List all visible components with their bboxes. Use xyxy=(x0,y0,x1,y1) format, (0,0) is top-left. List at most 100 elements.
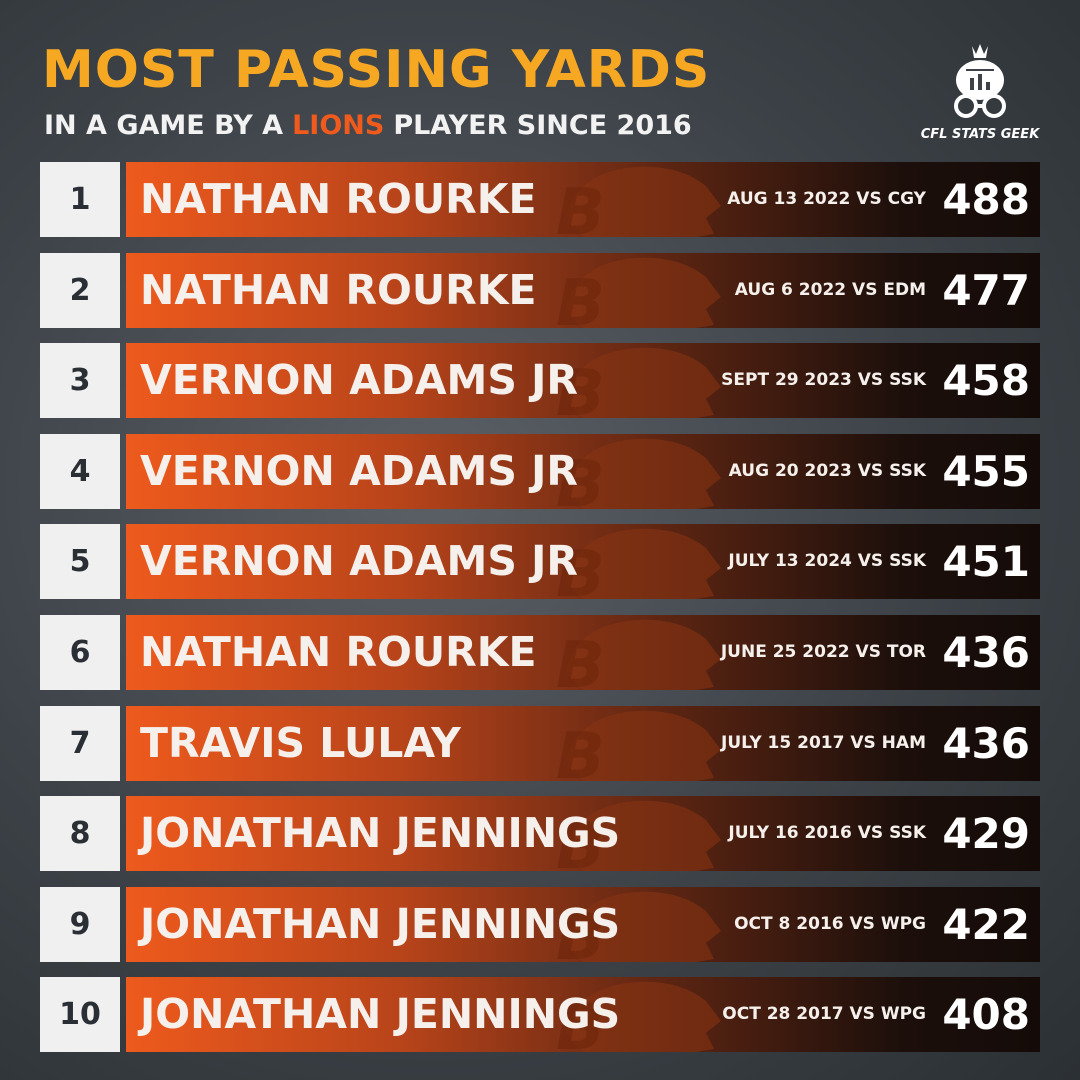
row-bar: B NATHAN ROURKE AUG 13 2022 VS CGY 488 xyxy=(126,162,1040,237)
game: JULY 15 2017 VS HAM xyxy=(721,732,926,753)
lion-head xyxy=(566,438,721,509)
rank: 8 xyxy=(40,796,120,872)
row-bar: B JONATHAN JENNINGS OCT 8 2016 VS WPG 422 xyxy=(126,886,1040,962)
row: 7 B TRAVIS LULAY JULY 15 2017 VS HAM 436 xyxy=(40,705,1040,781)
row-bar: B NATHAN ROURKE AUG 6 2022 VS EDM 477 xyxy=(126,252,1040,328)
row: 1 B NATHAN ROURKE AUG 13 2022 VS CGY 488 xyxy=(40,162,1040,237)
rank: 9 xyxy=(40,886,120,962)
lion-head xyxy=(566,800,721,872)
row-bar: B VERNON ADAMS JR AUG 20 2023 VS SSK 455 xyxy=(126,433,1040,509)
rank: 2 xyxy=(40,252,120,328)
lion-head xyxy=(566,166,721,237)
lion-letter: B xyxy=(556,538,605,599)
row: 10 B JONATHAN JENNINGS OCT 28 2017 VS WPG 40… xyxy=(40,977,1040,1053)
logo-leaf xyxy=(972,44,988,58)
logo: CFL STATS GEEK xyxy=(921,44,1040,142)
game: SEPT 29 2023 VS SSK xyxy=(721,370,926,391)
logo-bar xyxy=(978,74,982,90)
player-name: NATHAN ROURKE xyxy=(140,628,537,676)
lion-decoration: B xyxy=(556,347,721,419)
game: OCT 28 2017 VS WPG xyxy=(722,1004,926,1025)
lion-decoration: B xyxy=(556,982,721,1053)
yards: 477 xyxy=(942,265,1030,315)
player-name: VERNON ADAMS JR xyxy=(140,537,578,586)
game: JULY 13 2024 VS SSK xyxy=(728,551,926,572)
row: 2 B NATHAN ROURKE AUG 6 2022 VS EDM 477 xyxy=(40,252,1040,328)
lion-head xyxy=(566,529,721,600)
rank: 1 xyxy=(40,162,120,237)
game: OCT 8 2016 VS WPG xyxy=(734,913,926,934)
logo-bar xyxy=(970,78,974,90)
lion-letter: B xyxy=(556,448,605,509)
yards: 488 xyxy=(942,175,1030,224)
logo-text: CFL STATS GEEK xyxy=(921,127,1040,142)
rank: 10 xyxy=(40,977,120,1053)
rank: 4 xyxy=(40,433,120,509)
lion-head xyxy=(566,891,721,962)
lion-decoration: B xyxy=(556,891,721,962)
row: 3 B VERNON ADAMS JR SEPT 29 2023 VS SSK 458 xyxy=(40,343,1040,419)
lion-letter: B xyxy=(556,810,605,871)
lion-decoration: B xyxy=(556,529,721,600)
row-bar: B NATHAN ROURKE JUNE 25 2022 VS TOR 436 xyxy=(126,615,1040,690)
row: 6 B NATHAN ROURKE JUNE 25 2022 VS TOR 436 xyxy=(40,615,1040,690)
lion-head xyxy=(566,619,721,690)
subtitle: IN A GAME BY A LIONS PLAYER SINCE 2016 xyxy=(44,110,701,141)
player-name: NATHAN ROURKE xyxy=(140,175,537,223)
lion-letter: B xyxy=(556,720,605,781)
yards: 455 xyxy=(942,446,1030,496)
row: 4 B VERNON ADAMS JR AUG 20 2023 VS SSK 455 xyxy=(40,433,1040,509)
lion-decoration: B xyxy=(556,800,721,872)
row: 8 B JONATHAN JENNINGS JULY 16 2016 VS SSK 42… xyxy=(40,796,1040,872)
row: 5 B VERNON ADAMS JR JULY 13 2024 VS SSK 451 xyxy=(40,524,1040,600)
rank: 6 xyxy=(40,615,120,690)
player-name: JONATHAN JENNINGS xyxy=(140,809,621,858)
lion-letter: B xyxy=(556,357,605,418)
row-bar: B JONATHAN JENNINGS OCT 28 2017 VS WPG 408 xyxy=(126,977,1040,1053)
lion-letter: B xyxy=(556,991,605,1052)
lion-head xyxy=(566,982,721,1053)
rank: 5 xyxy=(40,524,120,600)
lion-decoration: B xyxy=(556,166,721,237)
yards: 436 xyxy=(942,628,1030,677)
lion-decoration: B xyxy=(556,257,721,328)
row-bar: B JONATHAN JENNINGS JULY 16 2016 VS SSK 429 xyxy=(126,796,1040,872)
title: MOST PASSING YARDS xyxy=(42,40,711,100)
rank: 7 xyxy=(40,705,120,781)
logo-glasses xyxy=(954,94,978,118)
lion-decoration: B xyxy=(556,438,721,509)
lion-decoration: B xyxy=(556,710,721,781)
lion-letter: B xyxy=(556,629,605,690)
player-name: VERNON ADAMS JR xyxy=(140,446,578,495)
yards: 458 xyxy=(942,356,1030,406)
yards: 436 xyxy=(942,718,1030,768)
rank: 3 xyxy=(40,343,120,419)
yards: 422 xyxy=(942,899,1030,949)
lion-head xyxy=(566,710,721,781)
player-name: JONATHAN JENNINGS xyxy=(140,899,621,948)
player-name: JONATHAN JENNINGS xyxy=(140,990,621,1039)
subtitle-text: PLAYER SINCE 2016 xyxy=(393,110,692,141)
player-name: TRAVIS LULAY xyxy=(140,718,461,767)
subtitle-text: IN A GAME BY A xyxy=(44,110,284,141)
yards: 451 xyxy=(942,537,1030,587)
lion-letter: B xyxy=(556,176,605,237)
lion-letter: B xyxy=(556,901,605,962)
yards: 408 xyxy=(942,990,1030,1040)
game: AUG 6 2022 VS EDM xyxy=(734,279,926,300)
row: 9 B JONATHAN JENNINGS OCT 8 2016 VS WPG 422 xyxy=(40,886,1040,962)
subtitle-highlight: LIONS xyxy=(292,110,385,141)
lion-head xyxy=(566,257,721,328)
lion-letter: B xyxy=(556,267,605,328)
lion-head xyxy=(566,347,721,419)
player-name: VERNON ADAMS JR xyxy=(140,356,578,405)
game: JUNE 25 2022 VS TOR xyxy=(720,642,926,662)
row-bar: B VERNON ADAMS JR SEPT 29 2023 VS SSK 458 xyxy=(126,343,1040,419)
row-bar: B TRAVIS LULAY JULY 15 2017 VS HAM 436 xyxy=(126,705,1040,781)
logo-glasses xyxy=(982,94,1006,118)
row-bar: B VERNON ADAMS JR JULY 13 2024 VS SSK 451 xyxy=(126,524,1040,600)
game: AUG 13 2022 VS CGY xyxy=(727,189,926,209)
logo-bar xyxy=(986,82,990,90)
yards: 429 xyxy=(942,809,1030,859)
